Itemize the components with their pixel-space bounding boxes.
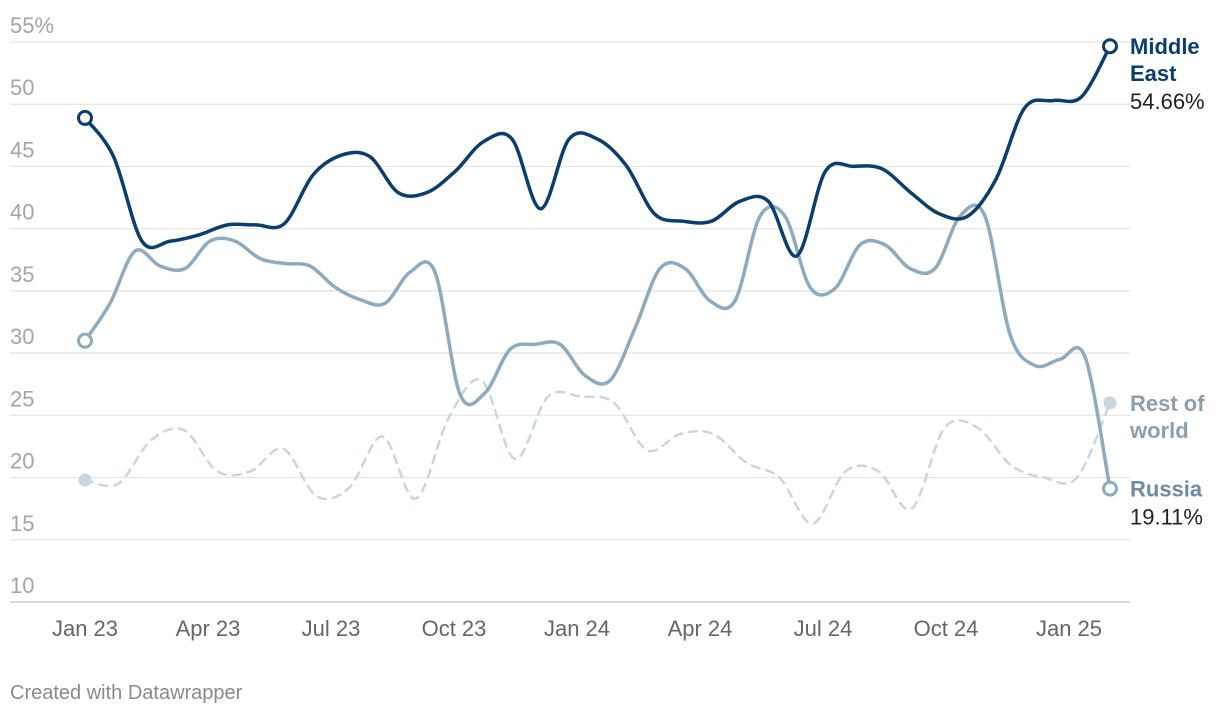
y-tick-label-55: 55% xyxy=(10,13,54,38)
y-tick-label-40: 40 xyxy=(10,200,34,225)
x-axis-tick-labels: Jan 23 Apr 23 Jul 23 Oct 23 Jan 24 Apr 24 Jul … xyxy=(52,616,1102,641)
x-tick-label: Jan 25 xyxy=(1036,616,1102,641)
series-label-middle-east: Middle xyxy=(1130,34,1200,59)
y-tick-label-20: 20 xyxy=(10,449,34,474)
x-tick-label: Jan 24 xyxy=(544,616,610,641)
y-axis-tick-labels: 10 15 20 25 30 35 40 45 50 55% xyxy=(10,13,54,598)
endpoint-marker-russia xyxy=(1102,480,1118,497)
y-tick-label-30: 30 xyxy=(10,324,34,349)
grid-layer xyxy=(10,41,1130,603)
series-label-rest-of-world: Rest of xyxy=(1130,391,1205,416)
y-tick-label-45: 45 xyxy=(10,137,34,162)
y-tick-label-50: 50 xyxy=(10,75,34,100)
series-line-middle-east xyxy=(83,44,1112,258)
endpoint-marker-middle-east xyxy=(1102,38,1118,55)
series-label-middle-east: East xyxy=(1130,61,1177,86)
endpoint-marker-middle-east xyxy=(77,109,93,126)
y-tick-label-25: 25 xyxy=(10,386,34,411)
endpoint-marker-russia xyxy=(77,332,93,349)
series-line-russia xyxy=(83,203,1112,491)
x-tick-label: Oct 24 xyxy=(914,616,979,641)
series-label-rest-of-world: world xyxy=(1129,418,1189,443)
y-tick-label-35: 35 xyxy=(10,262,34,287)
y-tick-label-10: 10 xyxy=(10,573,34,598)
x-tick-label: Jul 23 xyxy=(302,616,361,641)
series-label-russia: Russia xyxy=(1130,477,1203,502)
x-tick-label: Oct 23 xyxy=(422,616,487,641)
series-lines xyxy=(77,38,1118,525)
x-tick-label: Apr 24 xyxy=(668,616,733,641)
series-end-value-middle-east: 54.66% xyxy=(1130,89,1205,114)
endpoint-marker-rest-of-world xyxy=(78,473,92,487)
series-end-value-russia: 19.11% xyxy=(1130,505,1203,530)
series-line-rest-of-world xyxy=(83,378,1112,525)
footer-credit: Created with Datawrapper xyxy=(10,682,243,704)
x-tick-label: Jan 23 xyxy=(52,616,118,641)
x-tick-label: Jul 24 xyxy=(794,616,853,641)
x-tick-label: Apr 23 xyxy=(176,616,241,641)
endpoint-marker-rest-of-world xyxy=(1103,396,1117,410)
y-tick-label-15: 15 xyxy=(10,511,34,536)
